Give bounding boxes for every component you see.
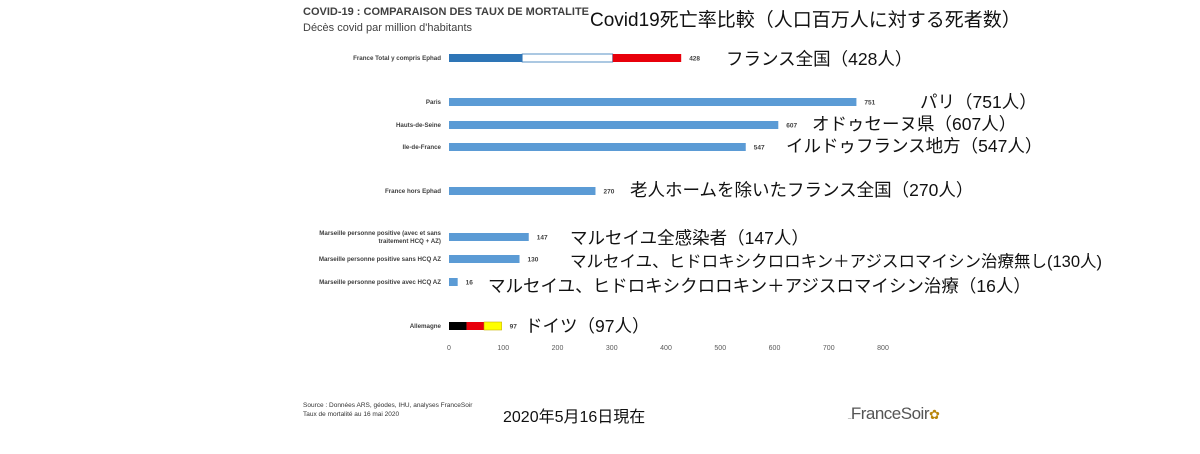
chart-title: COVID-19 : COMPARAISON DES TAUX DE MORTA… [303, 6, 590, 18]
annotation-japanese: イルドゥフランス地方（547人） [786, 136, 1043, 156]
bar [449, 255, 520, 263]
data-labels: 428 751 607 547 270 147 130 16 97 [466, 56, 876, 331]
chart-subtitle: Décès covid par million d'habitants [303, 22, 473, 34]
bar-segment [449, 322, 467, 330]
source-line-1: Source : Données ARS, géodes, IHU, analy… [303, 402, 473, 409]
bar [449, 98, 857, 106]
bar [449, 278, 458, 286]
annotation-japanese: オドゥセーヌ県（607人） [812, 114, 1017, 134]
x-tick-label: 800 [877, 345, 889, 352]
source-line-2: Taux de mortalité au 16 mai 2020 [303, 411, 400, 418]
francesoir-logo: _FranceSoir✿ [848, 404, 940, 424]
bar [449, 121, 779, 129]
category-label: Paris [426, 99, 442, 106]
chart-title-japanese: Covid19死亡率比較（人口百万人に対する死者数） [590, 10, 1021, 31]
annotation-japanese: 老人ホームを除いたフランス全国（270人） [630, 180, 974, 200]
category-label: Marseille personne positive sans HCQ AZ [319, 256, 441, 263]
x-tick-label: 0 [447, 345, 451, 352]
data-label: 751 [864, 100, 875, 107]
annotation-japanese: パリ（751人） [920, 92, 1037, 112]
category-label: France Total y compris Ephad [353, 55, 441, 62]
x-tick-label: 300 [606, 345, 618, 352]
bar-segment [521, 53, 614, 63]
category-label: Allemagne [410, 323, 442, 330]
bar-segment [612, 54, 682, 62]
x-tick-label: 400 [660, 345, 672, 352]
data-label: 97 [510, 324, 518, 331]
x-axis-ticks: 0 100 200 300 400 500 600 700 800 [447, 345, 889, 352]
logo-prefix: _ [848, 413, 851, 419]
date-note-japanese: 2020年5月16日現在 [503, 409, 646, 426]
category-label: Marseille personne positive (avec et san… [319, 230, 441, 245]
bar-segment [466, 322, 485, 330]
bar [449, 143, 746, 151]
logo-flower-icon: ✿ [928, 407, 940, 422]
category-label: France hors Ephad [385, 188, 441, 195]
source-note: Source : Données ARS, géodes, IHU, analy… [303, 401, 472, 419]
data-label: 607 [786, 123, 797, 130]
x-tick-label: 600 [769, 345, 781, 352]
bars [449, 53, 857, 331]
x-tick-label: 500 [714, 345, 726, 352]
data-label: 147 [537, 235, 548, 242]
annotation-japanese: マルセイユ、ヒドロキシクロロキン＋アジスロマイシン治療（16人） [488, 276, 1031, 296]
category-labels: France Total y compris Ephad Paris Hauts-d… [319, 55, 442, 330]
annotation-japanese: マルセイユ、ヒドロキシクロロキン＋アジスロマイシン治療無し(130人) [570, 253, 1103, 271]
category-label: Ile-de-France [402, 144, 441, 151]
data-label: 547 [754, 145, 765, 152]
bar [449, 233, 529, 241]
x-tick-label: 700 [823, 345, 835, 352]
x-tick-label: 200 [552, 345, 564, 352]
data-label: 428 [689, 56, 700, 63]
data-label: 16 [466, 280, 474, 287]
annotation-japanese: ドイツ（97人） [525, 316, 650, 336]
data-label: 130 [528, 257, 539, 264]
chart-panel [240, 0, 1200, 454]
annotation-japanese: フランス全国（428人） [726, 49, 913, 69]
category-label: Marseille personne positive avec HCQ AZ [319, 279, 441, 286]
bar [449, 187, 596, 195]
bar-segment [449, 54, 523, 62]
data-label: 270 [603, 189, 614, 196]
x-tick-label: 100 [497, 345, 509, 352]
annotation-japanese: マルセイユ全感染者（147人） [570, 228, 809, 248]
bar-segment [483, 321, 502, 331]
left-margin [0, 0, 240, 454]
logo-text: FranceSoir [850, 404, 930, 423]
category-label: Hauts-de-Seine [396, 122, 442, 129]
